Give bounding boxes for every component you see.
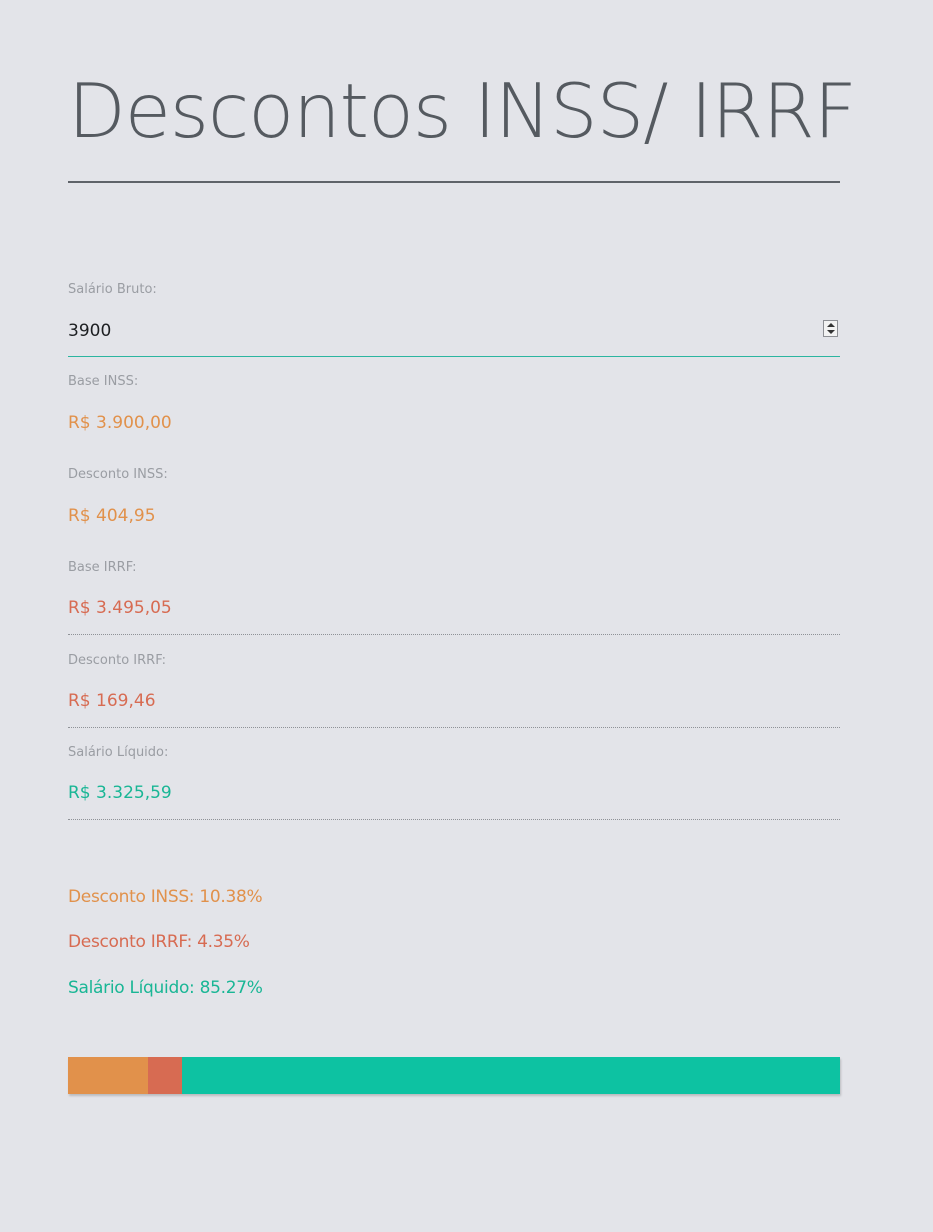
divider [68,727,840,728]
salario-liquido-value: R$ 3.325,59 [68,783,172,803]
salario-bruto-field[interactable] [68,314,840,357]
bar-segment-liquido [181,1057,840,1094]
title-divider [68,181,840,183]
desconto-irrf-label: Desconto IRRF: [68,653,167,668]
salario-bruto-input[interactable] [68,314,808,348]
bar-segment-irrf [148,1057,182,1094]
percent-liquido: Salário Líquido: 85.27% [68,978,263,998]
percent-irrf: Desconto IRRF: 4.35% [68,932,250,952]
bar-segment-inss [68,1057,149,1094]
divider [68,634,840,635]
stepper-down-arrow-icon[interactable] [827,330,835,334]
base-irrf-label: Base IRRF: [68,560,137,575]
base-inss-value: R$ 3.900,00 [68,413,172,433]
distribution-bar [68,1057,840,1094]
stepper-up-arrow-icon[interactable] [827,323,835,327]
salario-bruto-label: Salário Bruto: [68,282,157,297]
base-irrf-value: R$ 3.495,05 [68,598,172,618]
spin-stepper-icon[interactable] [823,320,838,337]
percent-inss: Desconto INSS: 10.38% [68,887,263,907]
desconto-inss-label: Desconto INSS: [68,467,168,482]
page-title: Descontos INSS/ IRRF [68,67,857,155]
divider [68,819,840,820]
desconto-inss-value: R$ 404,95 [68,506,156,526]
salario-liquido-label: Salário Líquido: [68,745,169,760]
base-inss-label: Base INSS: [68,374,139,389]
desconto-irrf-value: R$ 169,46 [68,691,156,711]
